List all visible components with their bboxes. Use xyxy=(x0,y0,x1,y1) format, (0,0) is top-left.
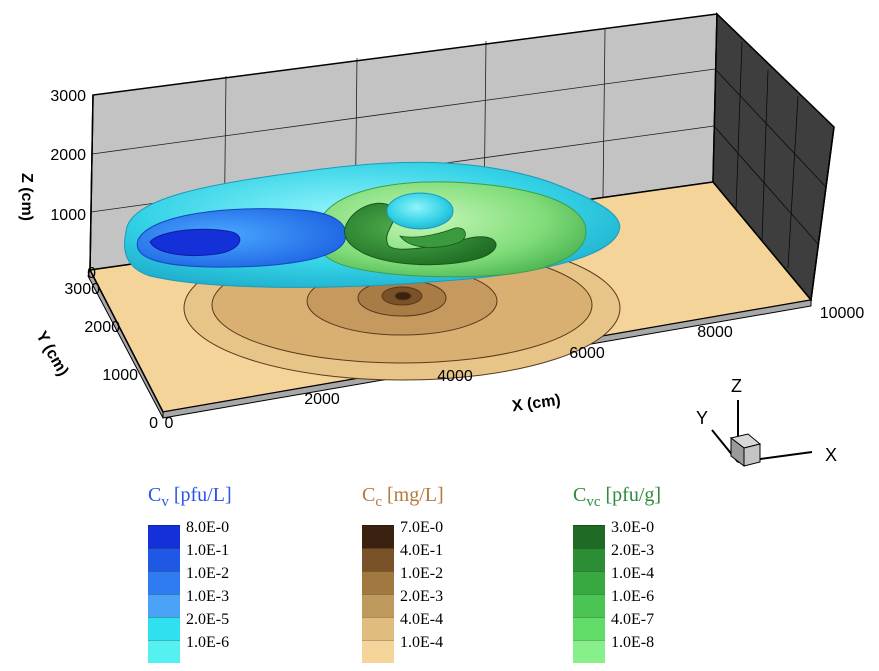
legend-cvc: Cvc [pfu/g] 3.0E-0 2.0E-3 1.0E-4 1.0E-6 … xyxy=(573,484,661,663)
legend-title: Cvc [pfu/g] xyxy=(573,484,661,511)
legend-level: 2.0E-3 xyxy=(611,542,655,559)
legend-level: 8.0E-0 xyxy=(186,519,230,536)
legend-swatch xyxy=(573,594,605,617)
y-tick-label: 3000 xyxy=(64,281,100,298)
z-tick-label: 3000 xyxy=(50,88,86,105)
y-tick-label: 2000 xyxy=(84,319,120,336)
box-edges xyxy=(89,94,835,413)
z-tick-label: 1000 xyxy=(50,207,86,224)
legend-swatch xyxy=(362,594,394,617)
legend-swatches xyxy=(573,525,605,663)
legend-swatch xyxy=(362,617,394,640)
x-axis-title: X (cm) xyxy=(511,392,562,416)
x-tick-label: 10000 xyxy=(820,305,865,322)
x-tick-label: 4000 xyxy=(437,368,473,385)
legend-level: 1.0E-4 xyxy=(400,634,444,651)
legend-level: 4.0E-4 xyxy=(400,611,444,628)
z-tick-label: 0 xyxy=(87,265,96,282)
legend-unit: [mg/L] xyxy=(387,484,444,506)
legend-level: 7.0E-0 xyxy=(400,519,444,536)
legend-swatch xyxy=(362,525,394,548)
legend-unit: [pfu/L] xyxy=(173,484,232,506)
cv-cyan-blob xyxy=(386,192,454,230)
axis-triad: Z Y X xyxy=(696,376,837,468)
x-tick-label: 2000 xyxy=(304,391,340,408)
legend-level: 4.0E-1 xyxy=(400,542,444,559)
legend-title: Cv [pfu/L] xyxy=(148,484,232,511)
legend-subscript: v xyxy=(161,494,169,510)
y-tick-label: 1000 xyxy=(102,367,138,384)
triad-y-label: Y xyxy=(696,408,708,428)
z-axis-ticks: 3000 2000 1000 0 xyxy=(50,88,96,282)
legend-levels: 8.0E-0 1.0E-1 1.0E-2 1.0E-3 2.0E-5 1.0E-… xyxy=(186,519,229,657)
y-axis-ticks: 3000 2000 1000 0 xyxy=(64,281,158,432)
x-axis-ticks: 0 2000 4000 6000 8000 10000 xyxy=(165,305,865,432)
z-axis-title: Z (cm) xyxy=(18,173,35,221)
legend-swatch xyxy=(148,594,180,617)
cvc-inner-band xyxy=(399,227,466,248)
legend-swatch xyxy=(148,571,180,594)
legend-level: 1.0E-3 xyxy=(186,588,230,605)
triad-x-label: X xyxy=(825,445,837,465)
legend-swatch xyxy=(148,617,180,640)
legend-swatch xyxy=(573,548,605,571)
legend-cc: Cc [mg/L] 7.0E-0 4.0E-1 1.0E-2 2.0E-3 4.… xyxy=(362,484,444,663)
x-tick-label: 0 xyxy=(165,415,174,432)
legend-title: Cc [mg/L] xyxy=(362,484,444,511)
legend-swatch xyxy=(573,617,605,640)
legend-level: 1.0E-1 xyxy=(186,542,230,559)
y-tick-label: 0 xyxy=(149,415,158,432)
x-tick-label: 8000 xyxy=(697,324,733,341)
legend-level: 1.0E-6 xyxy=(611,588,655,605)
legend-symbol: C xyxy=(573,484,587,506)
legend-swatch xyxy=(573,525,605,548)
x-tick-label: 6000 xyxy=(569,345,605,362)
legend-swatches xyxy=(148,525,180,663)
legend-level: 2.0E-3 xyxy=(400,588,444,605)
legend-levels: 3.0E-0 2.0E-3 1.0E-4 1.0E-6 4.0E-7 1.0E-… xyxy=(611,519,654,657)
legend-swatch xyxy=(573,571,605,594)
legend-levels: 7.0E-0 4.0E-1 1.0E-2 2.0E-3 4.0E-4 1.0E-… xyxy=(400,519,443,657)
legend-swatch xyxy=(362,640,394,663)
legend-cv: Cv [pfu/L] 8.0E-0 1.0E-1 1.0E-2 1.0E-3 2… xyxy=(148,484,232,663)
y-axis-title: Y (cm) xyxy=(32,328,71,379)
legend-subscript: vc xyxy=(586,494,601,510)
legend-level: 4.0E-7 xyxy=(611,611,655,628)
legend-swatch xyxy=(362,548,394,571)
legend-symbol: C xyxy=(148,484,162,506)
legend-level: 1.0E-2 xyxy=(186,565,230,582)
legend-swatch xyxy=(573,640,605,663)
legend-swatches xyxy=(362,525,394,663)
legend-level: 1.0E-6 xyxy=(186,634,230,651)
legend-swatch xyxy=(148,525,180,548)
legend-level: 1.0E-8 xyxy=(611,634,655,651)
cv-core xyxy=(149,228,241,256)
legend-level: 2.0E-5 xyxy=(186,611,230,628)
legend-subscript: c xyxy=(375,494,383,510)
legend-swatch xyxy=(148,640,180,663)
legend-unit: [pfu/g] xyxy=(605,484,662,506)
legend-level: 3.0E-0 xyxy=(611,519,655,536)
z-tick-label: 2000 xyxy=(50,147,86,164)
triad-z-label: Z xyxy=(731,376,742,396)
legend-swatch xyxy=(148,548,180,571)
legend-swatch xyxy=(362,571,394,594)
legend-level: 1.0E-4 xyxy=(611,565,655,582)
plume-isosurfaces xyxy=(124,161,621,288)
legend-level: 1.0E-2 xyxy=(400,565,444,582)
legend-symbol: C xyxy=(362,484,376,506)
